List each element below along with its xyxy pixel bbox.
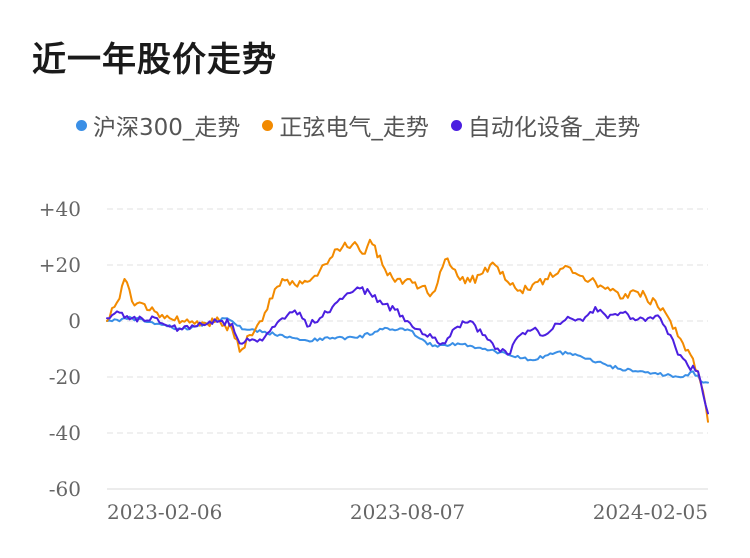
legend-label-csi300: 沪深300_走势 (93, 115, 241, 141)
legend-label-automation: 自动化设备_走势 (467, 115, 641, 141)
y-tick-label: -60 (49, 477, 81, 501)
chart-title: 近一年股价走势 (32, 40, 277, 80)
legend-item-automation[interactable]: 自动化设备_走势 (450, 108, 641, 142)
x-tick-label: 2023-08-07 (350, 500, 465, 524)
legend-dot-csi300 (76, 119, 87, 131)
legend-label-sinee: 正弦电气_走势 (279, 115, 429, 141)
y-tick-label: -20 (49, 365, 81, 389)
legend-item-csi300[interactable]: 沪深300_走势 (76, 108, 240, 142)
y-tick-label: +40 (39, 197, 81, 221)
y-tick-label: +20 (39, 253, 81, 277)
x-tick-label: 2023-02-06 (107, 500, 222, 524)
x-tick-label: 2024-02-05 (593, 500, 708, 524)
legend-dot-automation (450, 119, 462, 131)
y-tick-label: 0 (68, 309, 81, 333)
legend-dot-sinee (262, 119, 274, 131)
series-line-2 (106, 286, 709, 415)
series-line-1 (106, 238, 709, 423)
legend-item-sinee[interactable]: 正弦电气_走势 (262, 108, 429, 142)
y-tick-label: -40 (49, 421, 81, 445)
chart-legend: 沪深300_走势 正弦电气_走势 自动化设备_走势 (76, 108, 662, 142)
